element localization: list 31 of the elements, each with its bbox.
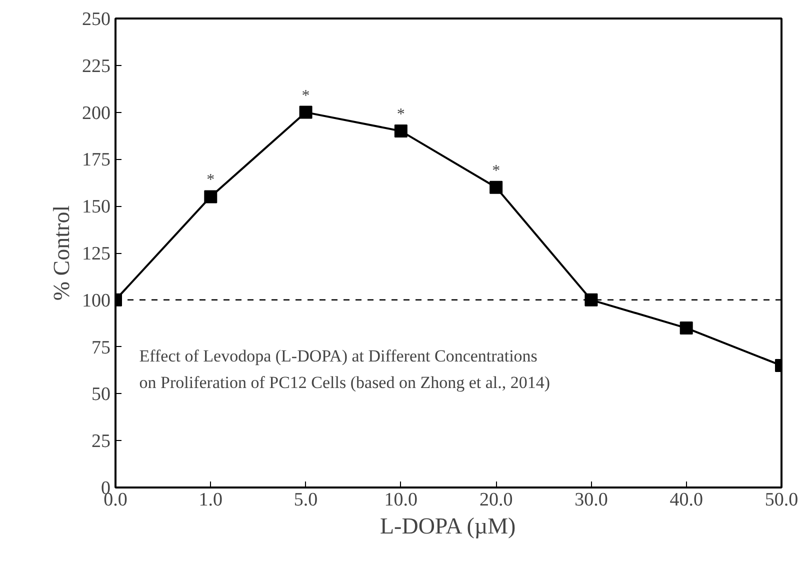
annotation: on Proliferation of PC12 Cells (based on Zhong et al., 2014) bbox=[139, 372, 550, 392]
x-tick-label: 10.0 bbox=[384, 490, 418, 510]
annotation: * bbox=[206, 172, 215, 189]
x-tick-label: 5.0 bbox=[294, 490, 318, 510]
x-tick-label: 50.0 bbox=[764, 490, 798, 510]
y-tick-label: 125 bbox=[82, 244, 110, 264]
annotation: Effect of Levodopa (L-DOPA) at Different Concentrations bbox=[139, 346, 538, 366]
x-axis-title: L-DOPA (µM) bbox=[380, 514, 516, 538]
y-tick-label: 250 bbox=[82, 9, 110, 30]
point bbox=[299, 106, 312, 119]
y-tick-label: 225 bbox=[82, 56, 110, 77]
y-tick-label: 200 bbox=[82, 102, 110, 124]
y-tick-label: 175 bbox=[82, 150, 110, 171]
y-tick-label: 100 bbox=[82, 290, 110, 312]
point bbox=[584, 293, 598, 306]
x-tick-label: 30.0 bbox=[574, 490, 608, 510]
x-tick-label: 20.0 bbox=[479, 490, 513, 510]
y-tick-label: 75 bbox=[92, 337, 110, 358]
point bbox=[204, 190, 218, 204]
point bbox=[680, 322, 693, 335]
annotation: * bbox=[302, 87, 310, 104]
x-tick-label: 40.0 bbox=[670, 490, 703, 510]
y-tick-label: 25 bbox=[92, 431, 110, 452]
y-tick-label: 150 bbox=[82, 196, 110, 218]
x-tick-label: 1.0 bbox=[198, 490, 223, 510]
y-tick-label: 50 bbox=[92, 384, 110, 406]
point bbox=[394, 124, 408, 138]
y-axis-title: % Control bbox=[49, 205, 74, 301]
point bbox=[490, 180, 503, 194]
annotation: * bbox=[492, 162, 500, 180]
annotation: * bbox=[396, 106, 405, 124]
